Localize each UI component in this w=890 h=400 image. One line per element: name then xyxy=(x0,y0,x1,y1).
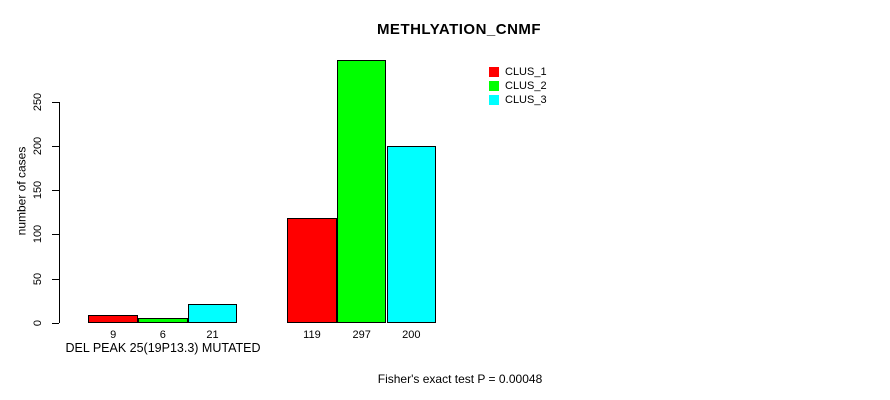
bar-value-label: 119 xyxy=(303,329,321,341)
y-tick-label-text: 100 xyxy=(31,225,44,244)
chart-title: METHLYATION_CNMF xyxy=(376,21,542,38)
y-tick xyxy=(52,145,59,147)
y-tick-label: 100 xyxy=(27,217,49,251)
y-tick xyxy=(52,190,59,192)
y-tick xyxy=(52,101,59,103)
legend-row-clus_3: CLUS_3 xyxy=(489,93,547,107)
bar-value-label: 200 xyxy=(402,329,421,341)
bar-clus_3-group2 xyxy=(386,145,437,323)
y-tick-label-text: 0 xyxy=(32,319,44,327)
bar-value-label: 297 xyxy=(352,329,371,341)
legend-label: CLUS_1 xyxy=(505,66,547,78)
legend-row-clus_2: CLUS_2 xyxy=(489,79,547,93)
y-tick-label: 250 xyxy=(27,85,49,119)
footer-stat-text: Fisher's exact test P = 0.00048 xyxy=(377,372,543,386)
legend-swatch-icon xyxy=(489,67,499,77)
bar-clus_1-group2 xyxy=(287,217,337,323)
y-tick-label: 50 xyxy=(27,262,49,296)
y-tick-label-text: 50 xyxy=(32,272,44,285)
y-tick xyxy=(52,323,59,324)
bar-value-label: 9 xyxy=(110,329,117,341)
legend-swatch-icon xyxy=(489,95,499,105)
bar-clus_1-group1 xyxy=(88,315,138,323)
legend-swatch-icon xyxy=(489,81,499,91)
y-tick-label: 150 xyxy=(27,173,49,207)
x-axis-label: DEL PEAK 25(19P13.3) MUTATED xyxy=(65,341,261,355)
legend-label: CLUS_3 xyxy=(505,94,547,106)
bar-clus_3-group1 xyxy=(187,304,238,323)
legend: CLUS_1 CLUS_2 CLUS_3 xyxy=(489,65,547,107)
legend-label: CLUS_2 xyxy=(505,80,547,92)
y-axis-line xyxy=(59,101,60,323)
bar-value-label: 6 xyxy=(159,329,166,341)
legend-row-clus_1: CLUS_1 xyxy=(489,65,547,79)
y-tick xyxy=(52,278,59,280)
y-tick-label: 0 xyxy=(27,306,49,340)
bar-clus_2-group1 xyxy=(138,317,188,323)
bar-clus_2-group2 xyxy=(336,59,387,323)
bar-value-label: 21 xyxy=(206,329,219,341)
y-tick xyxy=(52,234,59,236)
y-tick-label: 200 xyxy=(27,129,49,163)
y-tick-label-text: 150 xyxy=(31,180,44,200)
y-tick-label-text: 250 xyxy=(31,92,44,111)
y-tick-label-text: 200 xyxy=(31,136,44,155)
y-axis-title-text: number of cases xyxy=(14,146,28,235)
